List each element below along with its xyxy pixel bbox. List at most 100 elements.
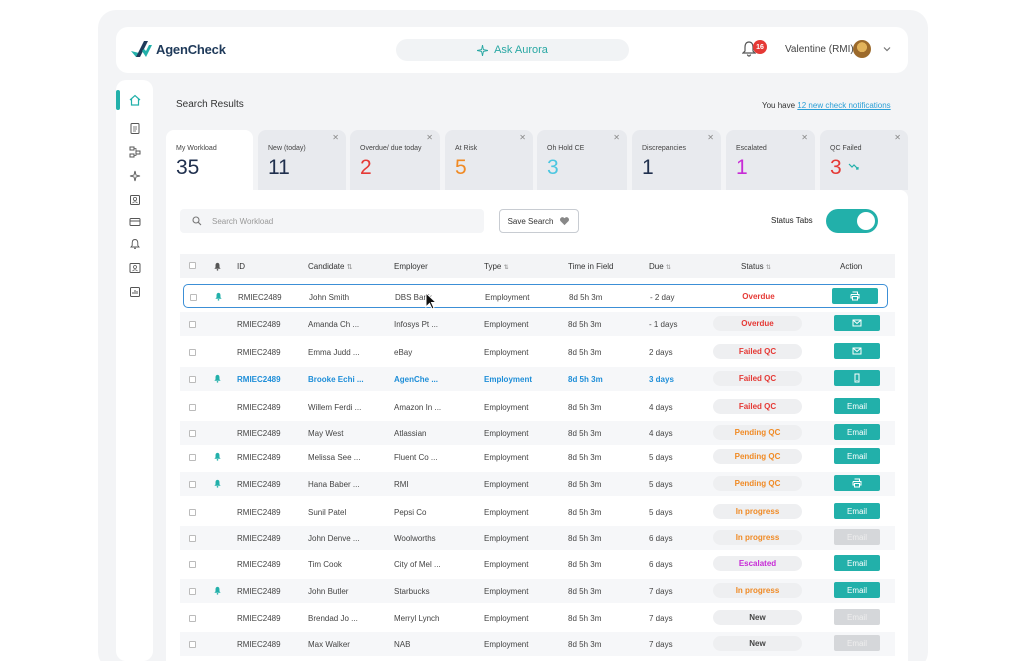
close-icon[interactable]: ✕ — [426, 133, 433, 142]
table-row[interactable]: RMIEC2489 John Smith DBS Bank Employment 8d … — [183, 284, 888, 308]
print-button[interactable] — [832, 288, 878, 304]
cell-employer: DBS Bank — [395, 293, 432, 302]
user-card-icon[interactable] — [129, 262, 141, 274]
clipboard-icon[interactable] — [129, 122, 141, 134]
column-due[interactable]: Due ⇅ — [649, 262, 671, 271]
cell-id: RMIEC2489 — [237, 640, 281, 649]
email-button[interactable]: Email — [834, 555, 880, 571]
row-checkbox[interactable] — [189, 561, 196, 568]
avatar[interactable] — [853, 40, 871, 58]
cell-type: Employment — [484, 560, 529, 569]
bell-icon[interactable] — [129, 238, 141, 250]
credit-card-icon[interactable] — [129, 216, 141, 228]
close-icon[interactable]: ✕ — [894, 133, 901, 142]
cell-employer: Infosys Pt ... — [394, 320, 439, 329]
notification-count-badge: 16 — [753, 40, 767, 54]
table-row[interactable]: RMIEC2489 Hana Baber ... RMI Employment 8d 5… — [180, 472, 895, 496]
report-icon[interactable] — [129, 286, 141, 298]
row-checkbox[interactable] — [189, 376, 196, 383]
tab-overdue-due-today[interactable]: Overdue/ due today 2 ✕ — [350, 130, 440, 190]
tab-discrepancies[interactable]: Discrepancies 1 ✕ — [632, 130, 721, 190]
column-time-in-field[interactable]: Time in Field — [568, 262, 614, 271]
cell-due: 7 days — [649, 587, 673, 596]
close-icon[interactable]: ✕ — [519, 133, 526, 142]
table-row[interactable]: RMIEC2489 Max Walker NAB Employment 8d 5h 3m… — [180, 632, 895, 656]
cell-time-in-field: 8d 5h 3m — [569, 293, 603, 302]
email-button[interactable]: Email — [834, 503, 880, 519]
table-row[interactable]: RMIEC2489 Melissa See ... Fluent Co ... Emp… — [180, 445, 895, 469]
table-row[interactable]: RMIEC2489 Sunil Patel Pepsi Co Employment 8d… — [180, 500, 895, 524]
column-id[interactable]: ID — [237, 262, 245, 271]
table-row[interactable]: RMIEC2489 John Butler Starbucks Employment 8… — [180, 579, 895, 603]
status-badge: In progress — [713, 530, 802, 545]
table-row[interactable]: RMIEC2489 Willem Ferdi ... Amazon In ... Em… — [180, 395, 895, 419]
cell-type: Employment — [484, 348, 529, 357]
close-icon[interactable]: ✕ — [332, 133, 339, 142]
column-employer[interactable]: Employer — [394, 262, 428, 271]
row-checkbox[interactable] — [189, 509, 196, 516]
row-checkbox[interactable] — [189, 454, 196, 461]
email-button[interactable]: Email — [834, 424, 880, 440]
notifications-button[interactable]: 16 — [741, 40, 767, 59]
close-icon[interactable]: ✕ — [707, 133, 714, 142]
column-candidate-label: Candidate — [308, 262, 345, 271]
mail-icon — [852, 319, 862, 327]
tab-at-risk[interactable]: At Risk 5 ✕ — [445, 130, 533, 190]
sparkle-icon[interactable] — [129, 170, 141, 182]
phone-button[interactable] — [834, 370, 880, 386]
row-checkbox[interactable] — [189, 588, 196, 595]
email-button[interactable]: Email — [834, 448, 880, 464]
email-button[interactable]: Email — [834, 582, 880, 598]
row-checkbox[interactable] — [189, 535, 196, 542]
row-checkbox[interactable] — [189, 321, 196, 328]
table-row[interactable]: RMIEC2489 Tim Cook City of Mel ... Employme… — [180, 552, 895, 576]
check-notifications-link[interactable]: 12 new check notifications — [797, 101, 891, 110]
cell-employer: Fluent Co ... — [394, 453, 438, 462]
tab-qc-failed[interactable]: QC Failed 3 ✕ — [820, 130, 908, 190]
table-row[interactable]: RMIEC2489 Emma Judd ... eBay Employment 8d 5… — [180, 340, 895, 364]
row-checkbox[interactable] — [189, 430, 196, 437]
trend-down-icon — [848, 163, 859, 170]
cell-id: RMIEC2489 — [237, 560, 281, 569]
table-row[interactable]: RMIEC2489 John Denve ... Woolworths Employm… — [180, 526, 895, 550]
tab-oh-hold-ce[interactable]: Oh Hold CE 3 ✕ — [537, 130, 627, 190]
logo-icon — [131, 41, 152, 57]
table-row[interactable]: RMIEC2489 Amanda Ch ... Infosys Pt ... Empl… — [180, 312, 895, 336]
column-status[interactable]: Status ⇅ — [741, 262, 771, 271]
tab-escalated[interactable]: Escalated 1 ✕ — [726, 130, 815, 190]
row-checkbox[interactable] — [190, 294, 197, 301]
select-all-checkbox[interactable] — [189, 262, 196, 269]
row-checkbox[interactable] — [189, 641, 196, 648]
close-icon[interactable]: ✕ — [801, 133, 808, 142]
email-button[interactable]: Email — [834, 398, 880, 414]
workflow-icon[interactable] — [129, 146, 141, 158]
contact-card-icon[interactable] — [129, 194, 141, 206]
status-tabs-toggle[interactable] — [826, 209, 878, 233]
row-checkbox[interactable] — [189, 615, 196, 622]
user-name[interactable]: Valentine (RMI) — [785, 44, 854, 55]
chevron-down-icon[interactable] — [882, 44, 892, 54]
tab-new-today[interactable]: New (today) 11 ✕ — [258, 130, 346, 190]
tab-my-workload[interactable]: My Workload 35 — [166, 130, 253, 190]
mail-button[interactable] — [834, 343, 880, 359]
tab-count: 3 — [830, 156, 842, 179]
status-badge: Overdue — [713, 316, 802, 331]
column-type[interactable]: Type ⇅ — [484, 262, 509, 271]
row-checkbox[interactable] — [189, 349, 196, 356]
logo[interactable]: AgenCheck — [130, 39, 226, 59]
table-row[interactable]: RMIEC2489 Brendad Jo ... Merryl Lynch Emplo… — [180, 606, 895, 630]
cell-candidate: John Smith — [309, 293, 350, 302]
column-candidate[interactable]: Candidate ⇅ — [308, 262, 353, 271]
row-checkbox[interactable] — [189, 481, 196, 488]
search-input[interactable]: Search Workload — [180, 209, 484, 233]
ask-aurora-button[interactable]: Ask Aurora — [396, 39, 629, 61]
print-button[interactable] — [834, 475, 880, 491]
cell-id: RMIEC2489 — [237, 320, 281, 329]
save-search-button[interactable]: Save Search — [499, 209, 579, 233]
mail-button[interactable] — [834, 315, 880, 331]
table-row[interactable]: RMIEC2489 Brooke Echi ... AgenChe ... Emplo… — [180, 367, 895, 391]
row-checkbox[interactable] — [189, 404, 196, 411]
table-row[interactable]: RMIEC2489 May West Atlassian Employment 8d 5… — [180, 421, 895, 445]
home-icon[interactable] — [129, 94, 141, 106]
close-icon[interactable]: ✕ — [613, 133, 620, 142]
